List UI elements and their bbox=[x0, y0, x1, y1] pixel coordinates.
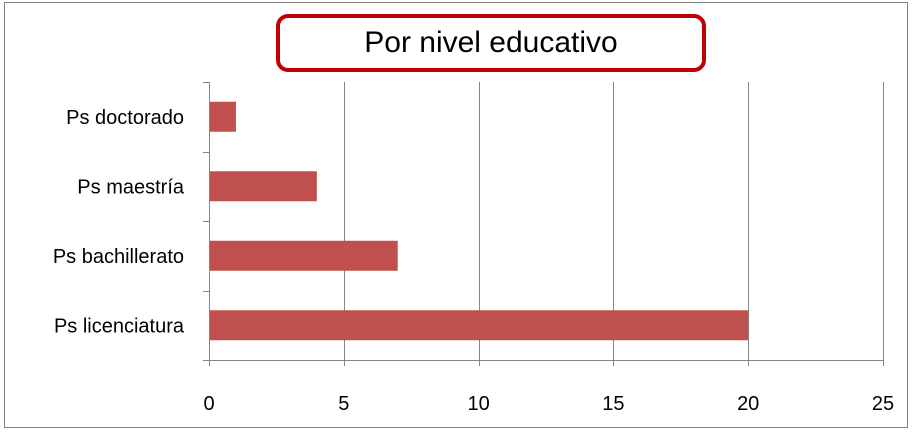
category-label: Ps maestría bbox=[77, 176, 185, 198]
bar bbox=[209, 101, 236, 132]
bar bbox=[209, 240, 398, 271]
category-label: Ps bachillerato bbox=[53, 246, 184, 268]
x-tick-label: 10 bbox=[467, 393, 489, 415]
x-tick-label: 5 bbox=[338, 393, 349, 415]
x-tick-label: 20 bbox=[737, 393, 759, 415]
chart-title: Por nivel educativo bbox=[276, 14, 706, 72]
x-tick-label: 15 bbox=[602, 393, 624, 415]
x-tick-label: 0 bbox=[203, 393, 214, 415]
category-label: Ps doctorado bbox=[66, 107, 184, 129]
x-tick-label: 25 bbox=[872, 393, 894, 415]
category-label: Ps licenciatura bbox=[54, 315, 185, 337]
chart-frame bbox=[4, 2, 908, 428]
bar bbox=[209, 310, 749, 341]
bar bbox=[209, 171, 317, 202]
